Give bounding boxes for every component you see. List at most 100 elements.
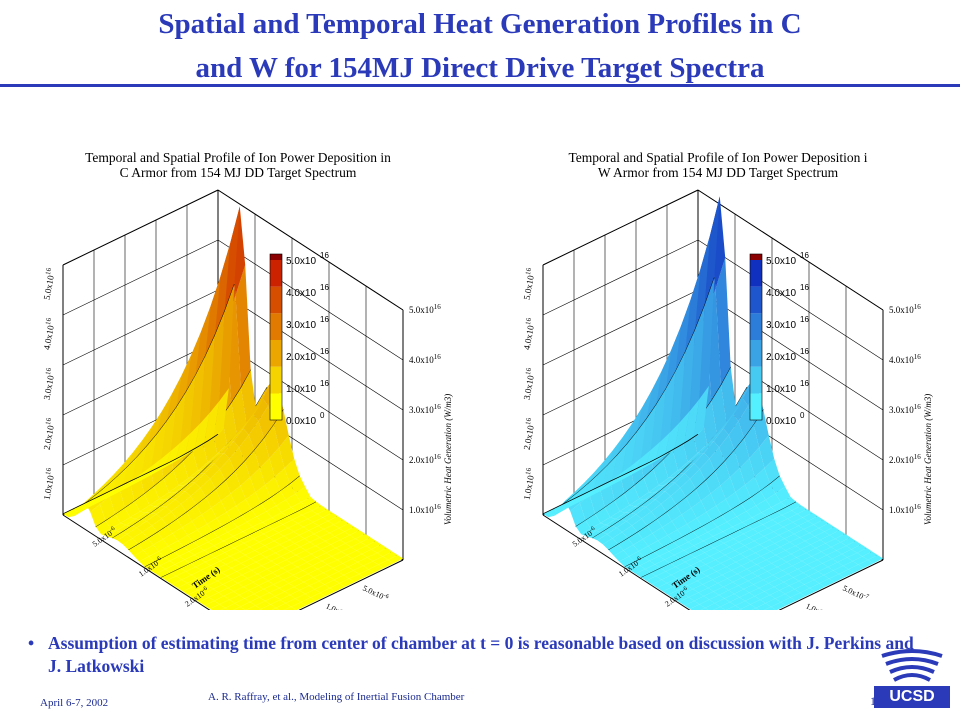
surface-patch xyxy=(769,475,786,494)
surface-patch xyxy=(792,517,809,526)
surface-patch xyxy=(229,551,246,560)
surface-patch xyxy=(248,530,264,539)
surface-patch xyxy=(340,535,356,544)
surface-patch xyxy=(630,565,646,574)
box-edge xyxy=(778,559,884,610)
surface-patch xyxy=(297,518,313,527)
surface-patch xyxy=(161,511,177,526)
surface-patch xyxy=(691,572,707,581)
surface-patch xyxy=(111,531,128,541)
surface-patch xyxy=(662,521,678,536)
surface-patch xyxy=(818,566,834,576)
surface-patch xyxy=(213,388,229,437)
surface-patch xyxy=(752,568,768,577)
surface-patch xyxy=(265,552,281,561)
surface-patch xyxy=(840,537,856,546)
bullet-item: • Assumption of estimating time from cen… xyxy=(28,632,928,678)
surface-patch xyxy=(197,585,213,594)
surface-patch xyxy=(761,507,777,517)
surface-patch xyxy=(105,514,121,529)
surface-patch xyxy=(224,547,240,557)
surface-patch xyxy=(803,524,819,533)
surface-patch xyxy=(347,562,364,571)
surface-patch xyxy=(801,556,818,565)
surface-patch xyxy=(562,499,578,508)
surface-patch xyxy=(673,593,689,602)
surface-patch xyxy=(378,559,394,569)
surface-patch xyxy=(832,554,848,563)
surface-patch xyxy=(652,527,668,541)
surface-patch xyxy=(722,570,738,579)
surface-patch xyxy=(264,596,281,605)
surface-patch xyxy=(592,465,608,493)
surface-patch xyxy=(255,557,272,566)
surface-patch xyxy=(640,498,656,508)
surface-patch xyxy=(680,565,697,574)
surface-patch xyxy=(298,530,315,539)
surface-patch xyxy=(209,311,225,414)
surface-patch xyxy=(771,502,787,512)
surface-patch xyxy=(622,525,638,539)
surface-patch xyxy=(848,564,864,573)
surface-patch xyxy=(719,434,735,461)
surface-patch xyxy=(159,492,175,500)
surface-patch xyxy=(646,576,662,585)
surface-patch xyxy=(588,461,604,484)
surface-patch xyxy=(165,499,181,512)
surface-patch xyxy=(720,366,737,423)
surface-patch xyxy=(310,592,326,601)
surface-patch xyxy=(307,569,324,578)
surface-patch xyxy=(784,589,801,598)
surface-patch xyxy=(314,529,330,538)
surface-patch xyxy=(774,538,790,547)
surface-patch xyxy=(748,576,764,585)
surface-patch xyxy=(254,589,270,598)
surface-patch xyxy=(285,543,301,552)
surface-patch xyxy=(269,544,286,553)
surface-patch xyxy=(826,550,842,559)
surface-patch xyxy=(794,584,810,593)
surface-patch xyxy=(259,537,275,546)
surface-patch xyxy=(234,598,250,607)
surface-patch xyxy=(150,466,166,473)
surface-patch xyxy=(581,528,597,537)
surface-patch xyxy=(260,549,276,558)
surface-patch xyxy=(209,549,225,558)
surface-patch xyxy=(263,584,279,593)
surface-patch xyxy=(199,597,215,606)
colorbar-frame xyxy=(749,253,763,421)
surface-patch xyxy=(745,552,761,561)
surface-patch xyxy=(237,521,253,532)
surface-patch xyxy=(684,463,700,479)
surface-patch xyxy=(190,356,206,434)
surface-patch xyxy=(627,407,643,444)
surface-patch xyxy=(278,528,294,537)
surface-patch xyxy=(240,602,256,610)
z-tick-label-right: 5.0x1016 xyxy=(409,303,441,315)
colorbar-tick-label: 5.0x1016 xyxy=(766,251,809,267)
colorbar-segment xyxy=(750,340,762,367)
surface-patch xyxy=(755,548,771,557)
surface-patch xyxy=(110,523,126,531)
surface-patch xyxy=(688,452,704,465)
surface-patch xyxy=(733,398,749,422)
surface-patch xyxy=(791,505,807,515)
surface-patch xyxy=(696,512,712,527)
surface-patch xyxy=(780,542,796,551)
surface-patch xyxy=(715,257,731,385)
surface-patch xyxy=(673,536,689,547)
surface-patch xyxy=(627,531,643,545)
surface-patch xyxy=(277,571,293,580)
surface-patch xyxy=(323,568,339,577)
surface-patch xyxy=(765,543,781,552)
surface-patch xyxy=(147,410,163,446)
surface-patch xyxy=(686,569,702,578)
surface-patch xyxy=(581,490,597,498)
surface-patch xyxy=(695,480,711,501)
surface-patch xyxy=(220,607,229,610)
surface-patch xyxy=(641,511,657,526)
surface-patch xyxy=(691,500,707,519)
surface-patch xyxy=(616,521,632,533)
surface-patch xyxy=(353,565,369,574)
surface-patch xyxy=(692,526,708,538)
